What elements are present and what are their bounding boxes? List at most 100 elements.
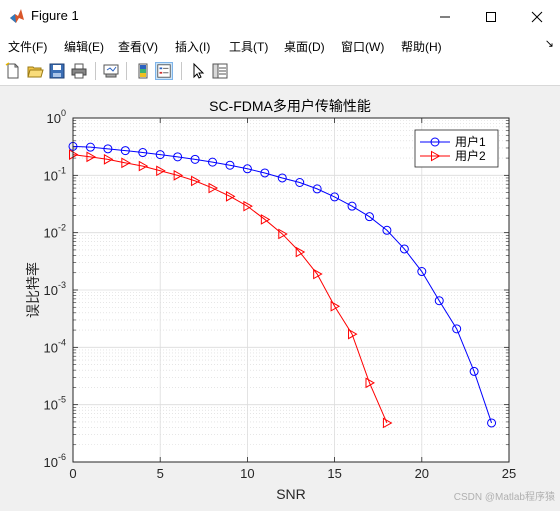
menu-window[interactable]: 窗口(W)	[341, 40, 385, 54]
data-point	[295, 246, 306, 258]
data-point	[103, 144, 113, 154]
data-point	[330, 300, 341, 312]
link-plot-icon[interactable]	[102, 62, 120, 80]
legend-marker	[430, 137, 440, 147]
data-point	[382, 225, 392, 235]
data-point	[243, 200, 253, 212]
menu-edit[interactable]: 编辑(E)	[64, 40, 104, 54]
data-point	[278, 228, 288, 240]
data-point	[260, 168, 270, 178]
menu-overflow-icon[interactable]: ↘	[544, 38, 554, 50]
y-tick-label: 10-2	[44, 223, 66, 241]
data-point	[295, 177, 305, 187]
x-axis-label: SNR	[276, 486, 306, 502]
data-point	[225, 160, 235, 170]
legend-label: 用户1	[455, 134, 486, 149]
data-point	[330, 192, 340, 202]
legend-box	[414, 129, 499, 168]
insert-legend-icon[interactable]	[155, 62, 173, 80]
y-axis-label: 误比特率	[25, 262, 41, 318]
data-point	[399, 244, 409, 254]
edit-plot-icon[interactable]	[189, 62, 207, 80]
new-figure-icon[interactable]	[4, 62, 22, 80]
legend-label: 用户2	[455, 148, 486, 163]
data-point	[208, 157, 218, 167]
chart-title: SC-FDMA多用户传输性能	[209, 98, 371, 114]
insert-colorbar-icon[interactable]	[134, 62, 152, 80]
x-tick-label: 15	[327, 466, 341, 481]
toolbar-separator	[95, 62, 96, 80]
data-point	[347, 201, 357, 211]
figure-area: SC-FDMA多用户传输性能 0 5 10 15 20 25 100 10-1 10-2 10-…	[0, 86, 560, 507]
data-point	[121, 157, 131, 169]
data-point	[120, 146, 130, 156]
y-tick-label: 10-3	[44, 280, 66, 298]
data-point	[365, 377, 375, 389]
data-point	[242, 164, 252, 174]
toolbar-separator	[181, 62, 182, 80]
data-point	[469, 366, 479, 376]
data-point	[138, 160, 149, 172]
data-point	[260, 214, 271, 225]
menu-help[interactable]: 帮助(H)	[401, 40, 442, 54]
menu-tools[interactable]: 工具(T)	[229, 40, 269, 54]
tick-marks	[72, 117, 510, 463]
menu-bar: 文件(F) 编辑(E) 查看(V) 插入(I) 工具(T) 桌面(D) 窗口(W…	[0, 33, 560, 57]
data-point	[155, 150, 165, 160]
title-bar: Figure 1	[0, 0, 560, 33]
menu-file[interactable]: 文件(F)	[8, 40, 48, 54]
data-point	[348, 328, 358, 340]
x-tick-label: 25	[502, 466, 516, 481]
data-point	[86, 151, 96, 163]
data-point	[452, 324, 462, 334]
save-icon[interactable]	[48, 62, 66, 80]
close-icon	[531, 11, 543, 22]
x-tick-label: 0	[69, 466, 76, 481]
data-point	[225, 190, 236, 202]
data-point	[138, 148, 148, 158]
y-tick-label: 10-5	[44, 395, 66, 413]
data-point	[417, 267, 427, 277]
data-point	[208, 182, 219, 194]
close-button[interactable]	[514, 0, 560, 33]
series-line-1	[72, 145, 493, 424]
data-point	[382, 417, 393, 429]
window-title: Figure 1	[31, 8, 79, 23]
data-point	[277, 173, 287, 183]
plot-canvas[interactable]: SC-FDMA多用户传输性能 0 5 10 15 20 25 100 10-1 10-2 10-…	[0, 86, 560, 507]
y-tick-label: 10-6	[44, 452, 66, 470]
x-tick-label: 5	[157, 466, 164, 481]
property-inspector-icon[interactable]	[211, 62, 229, 80]
x-tick-label: 10	[240, 466, 254, 481]
matlab-icon	[10, 9, 24, 23]
y-tick-label: 10-4	[44, 337, 66, 355]
menu-desktop[interactable]: 桌面(D)	[284, 40, 325, 54]
watermark: CSDN @Matlab程序猿	[454, 490, 555, 503]
maximize-button[interactable]	[468, 0, 514, 33]
menu-view[interactable]: 查看(V)	[118, 40, 158, 54]
toolbar-separator	[126, 62, 127, 80]
data-point	[487, 418, 497, 428]
print-icon[interactable]	[70, 62, 88, 80]
series-line-2	[72, 154, 388, 424]
x-tick-label: 20	[415, 466, 429, 481]
series-layer	[68, 141, 497, 429]
data-point	[364, 212, 374, 222]
open-file-icon[interactable]	[26, 62, 44, 80]
toolbar	[0, 57, 560, 86]
data-point	[103, 153, 114, 165]
y-tick-label: 100	[47, 108, 66, 126]
data-point	[173, 152, 183, 162]
data-point	[191, 175, 201, 187]
data-point	[434, 296, 444, 306]
y-tick-label: 10-1	[44, 165, 66, 183]
menu-insert[interactable]: 插入(I)	[175, 40, 211, 54]
data-point	[190, 154, 200, 164]
data-point	[312, 184, 322, 194]
minor-grid	[73, 120, 509, 446]
data-point	[85, 142, 95, 152]
minimize-button[interactable]	[422, 0, 468, 33]
legend-marker	[431, 150, 441, 162]
maximize-icon	[486, 11, 496, 22]
